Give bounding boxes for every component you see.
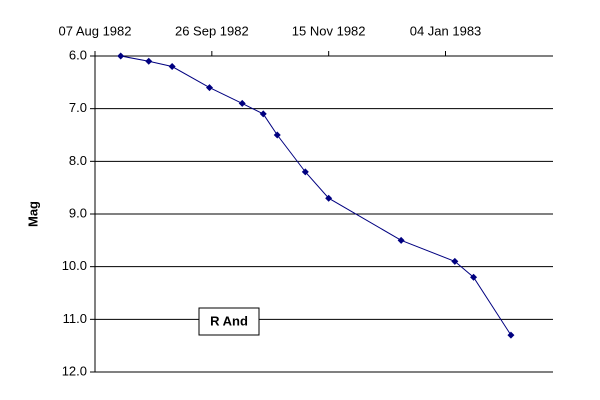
annotation-box	[198, 307, 260, 336]
y-axis-label: Mag	[25, 201, 40, 227]
point-marker	[117, 52, 125, 60]
y-tick-label: 12.0	[62, 363, 87, 378]
point-marker	[451, 257, 459, 265]
x-tick-label: 15 Nov 1982	[292, 23, 366, 38]
y-tick-label: 10.0	[62, 258, 87, 273]
point-marker	[238, 99, 246, 107]
x-tick-label: 07 Aug 1982	[58, 23, 131, 38]
point-marker	[145, 57, 153, 65]
x-tick-label: 26 Sep 1982	[175, 23, 249, 38]
point-marker	[206, 84, 213, 92]
point-marker	[301, 168, 309, 176]
point-marker	[168, 63, 176, 71]
annotation: R And	[210, 313, 248, 328]
y-tick-label: 11.0	[63, 311, 87, 326]
y-tick-label: 6.0	[69, 47, 87, 62]
y-tick-label: 7.0	[69, 100, 87, 115]
x-tick-label: 04 Jan 1983	[410, 23, 482, 38]
point-marker	[507, 331, 515, 339]
point-marker	[470, 273, 478, 281]
point-marker	[325, 194, 333, 202]
y-tick-label: 8.0	[69, 153, 87, 168]
point-marker	[397, 236, 405, 244]
point-marker	[259, 110, 267, 118]
y-tick-label: 9.0	[69, 205, 87, 220]
point-marker	[273, 131, 281, 139]
series-line	[120, 55, 512, 336]
